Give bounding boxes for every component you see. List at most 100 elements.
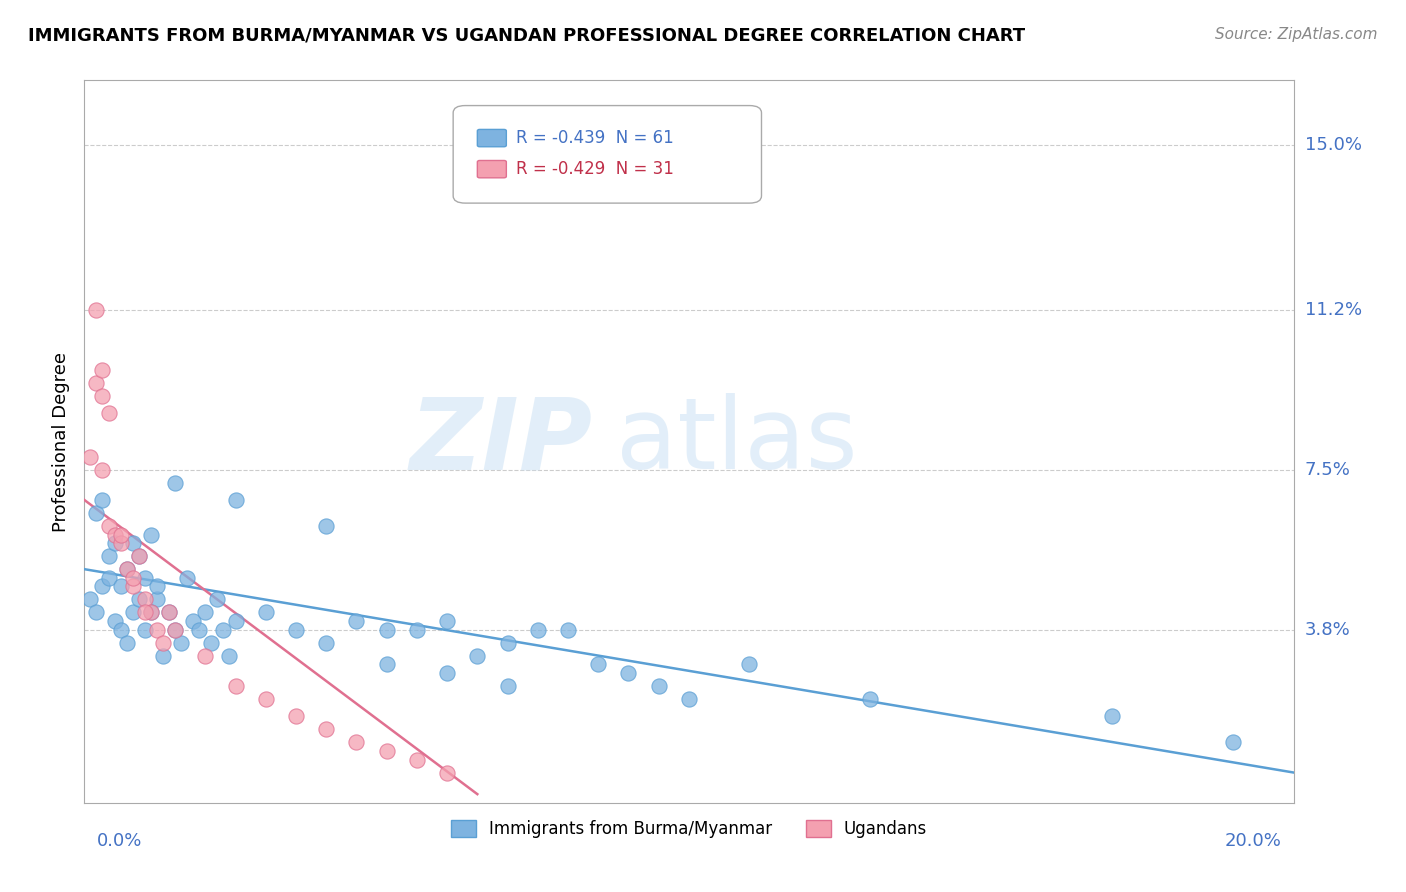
Point [225,614,247,628]
Point [86,506,108,520]
Point [110,527,132,541]
Point [375,744,398,758]
Point [121,571,143,585]
Point [254,692,277,706]
Point [152,648,174,663]
Point [212,623,235,637]
Text: R = -0.429  N = 31: R = -0.429 N = 31 [516,161,673,178]
Point [115,636,138,650]
Point [134,623,156,637]
Point [134,606,156,620]
Point [225,492,247,507]
Text: 15.0%: 15.0% [1305,136,1361,154]
FancyBboxPatch shape [478,129,506,147]
Text: 20.0%: 20.0% [1225,831,1281,850]
Point [128,549,150,564]
Point [157,606,180,620]
Point [110,623,132,637]
Point [315,636,337,650]
Point [97,519,120,533]
Point [121,579,143,593]
Point [406,752,429,766]
Point [170,636,193,650]
Text: IMMIGRANTS FROM BURMA/MYANMAR VS UGANDAN PROFESSIONAL DEGREE CORRELATION CHART: IMMIGRANTS FROM BURMA/MYANMAR VS UGANDAN… [28,27,1025,45]
Point [86,606,108,620]
Point [86,302,108,317]
Point [406,623,429,637]
Point [139,606,162,620]
Point [104,536,127,550]
Text: 3.8%: 3.8% [1305,621,1350,639]
Point [315,519,337,533]
Point [346,614,368,628]
Point [188,623,211,637]
Point [436,614,458,628]
Text: 11.2%: 11.2% [1305,301,1362,318]
Point [496,679,519,693]
Point [110,579,132,593]
Point [1222,735,1244,749]
Point [165,475,187,490]
Text: R = -0.439  N = 61: R = -0.439 N = 61 [516,129,673,147]
Text: 0.0%: 0.0% [97,831,142,850]
Point [152,636,174,650]
Point [165,623,187,637]
Point [121,536,143,550]
Point [128,592,150,607]
Point [91,389,114,403]
Point [285,709,308,723]
Point [79,450,101,464]
Point [97,406,120,420]
Point [121,606,143,620]
Point [115,562,138,576]
Point [86,376,108,391]
Point [225,679,247,693]
Point [315,723,337,737]
Point [285,623,308,637]
Point [91,579,114,593]
FancyBboxPatch shape [453,105,762,203]
Y-axis label: Professional Degree: Professional Degree [52,351,70,532]
Point [617,665,640,680]
Point [467,648,489,663]
Point [97,571,120,585]
Point [738,657,761,672]
Point [194,648,217,663]
Point [648,679,671,693]
Point [200,636,222,650]
Point [859,692,882,706]
Point [110,536,132,550]
Point [97,549,120,564]
Text: ZIP: ZIP [409,393,592,490]
Point [115,562,138,576]
Point [496,636,519,650]
Point [1101,709,1123,723]
Point [436,665,458,680]
Point [436,765,458,780]
Point [527,623,550,637]
Point [91,492,114,507]
Point [176,571,198,585]
Legend: Immigrants from Burma/Myanmar, Ugandans: Immigrants from Burma/Myanmar, Ugandans [444,814,934,845]
Text: Source: ZipAtlas.com: Source: ZipAtlas.com [1215,27,1378,42]
Point [181,614,204,628]
Point [194,606,217,620]
Point [165,623,187,637]
Point [254,606,277,620]
Point [104,527,127,541]
Text: atlas: atlas [616,393,858,490]
Point [375,657,398,672]
Point [146,623,169,637]
Point [346,735,368,749]
Point [375,623,398,637]
Point [104,614,127,628]
Point [146,592,169,607]
FancyBboxPatch shape [478,161,506,178]
Point [207,592,229,607]
Point [146,579,169,593]
Point [588,657,610,672]
Point [134,592,156,607]
Point [218,648,240,663]
Point [139,527,162,541]
Point [91,463,114,477]
